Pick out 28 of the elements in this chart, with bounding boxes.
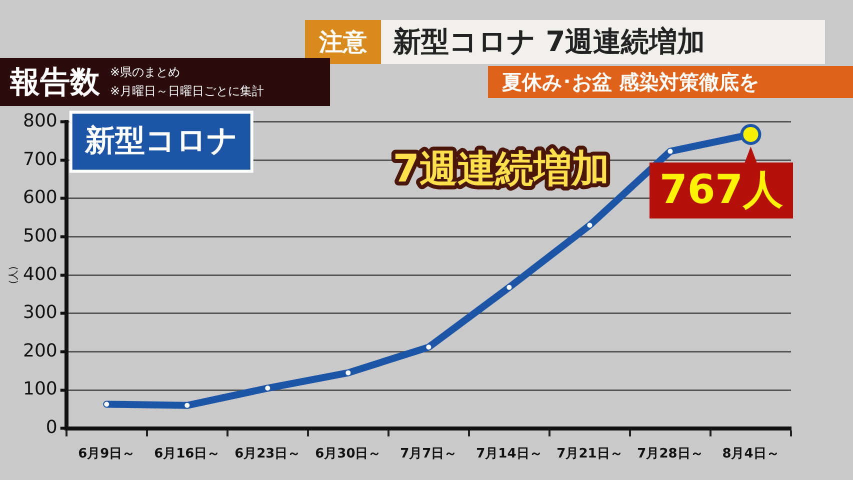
x-tick-label: 6月9日～: [78, 446, 136, 462]
x-tick-label: 6月30日～: [315, 446, 382, 462]
chart-title: 新型コロナ 7週連続増加: [381, 20, 825, 64]
y-tick-label: 800: [22, 110, 58, 132]
text: ※月曜日～日曜日ごとに集計: [110, 83, 264, 100]
annotation: 767人: [660, 166, 784, 213]
y-tick-label: 100: [22, 378, 58, 400]
x-tick-label: 7月21日～: [556, 446, 623, 462]
x-tick-label: 7月7日～: [400, 446, 458, 462]
y-tick-label: 200: [22, 340, 58, 362]
x-tick-label: 6月16日～: [154, 446, 220, 462]
x-tick-label: 6月23日～: [234, 446, 301, 462]
y-tick-label: 600: [22, 187, 58, 208]
y-tick-label: 0: [46, 417, 58, 438]
y-tick-label: 400: [22, 264, 58, 285]
y-axis-title: (人): [8, 266, 20, 284]
annotation: 7週連続増加: [392, 146, 610, 191]
text: ※県のまとめ: [110, 64, 182, 81]
y-tick-label: 700: [22, 148, 58, 170]
chart-subtitle: 夏休み･お盆 感染対策徹底を: [488, 66, 853, 98]
x-tick-label: 8月4日～: [722, 446, 780, 462]
text: 新型コロナ: [84, 124, 238, 159]
x-tick-label: 7月28日～: [637, 446, 704, 462]
x-tick-label: 7月14日～: [476, 446, 542, 462]
y-tick-label: 500: [22, 225, 58, 246]
text: 報告数: [9, 64, 101, 102]
y-tick-label: 300: [22, 302, 58, 324]
text: 注意: [305, 20, 381, 64]
